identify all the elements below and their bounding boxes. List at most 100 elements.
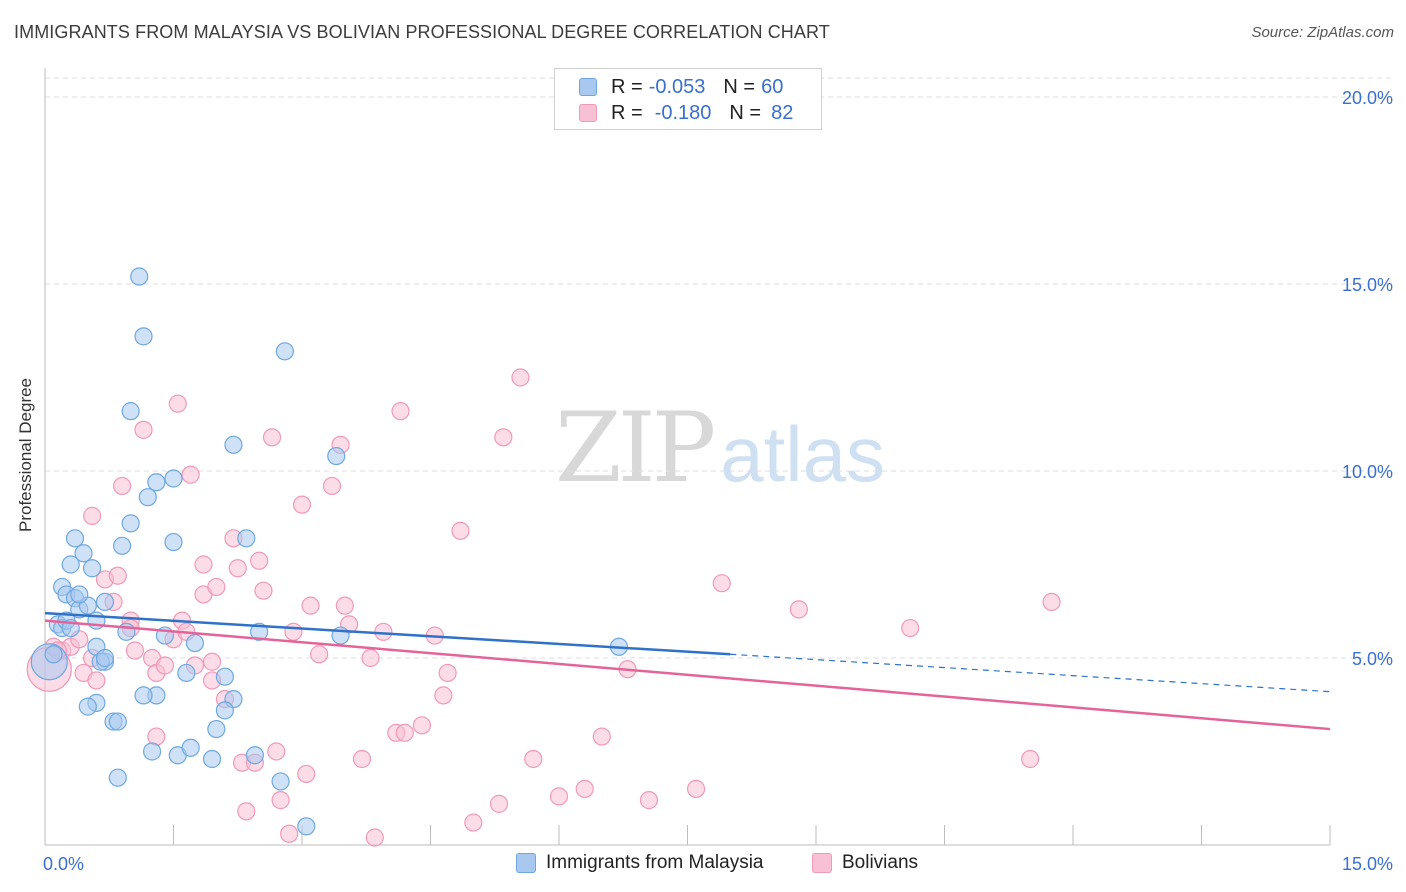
malaysia-point bbox=[250, 622, 269, 641]
bolivians-point bbox=[412, 716, 432, 735]
bolivians-point bbox=[194, 555, 213, 574]
bolivians-point bbox=[155, 656, 175, 675]
bolivians-point bbox=[789, 600, 808, 619]
bolivians-point bbox=[83, 506, 102, 525]
malaysia-point bbox=[78, 697, 97, 716]
bolivians-point bbox=[434, 686, 453, 705]
bolivians-point bbox=[125, 641, 145, 660]
bolivians-point bbox=[207, 577, 226, 597]
malaysia-point bbox=[271, 772, 290, 791]
bolivians-point bbox=[228, 559, 247, 578]
y-tick-label: 10.0% bbox=[1342, 462, 1393, 482]
legend-r-label: R = bbox=[611, 101, 643, 124]
bolivians-trend-line bbox=[44, 619, 1331, 731]
bolivians-point bbox=[202, 652, 222, 671]
bolivians-point bbox=[322, 476, 342, 496]
bolivians-point bbox=[639, 791, 659, 810]
malaysia-point bbox=[138, 488, 157, 507]
series-swatch-malaysia bbox=[516, 853, 536, 873]
malaysia-point bbox=[121, 402, 140, 421]
bolivians-point bbox=[250, 551, 269, 570]
series-legend-bolivians[interactable]: Bolivians bbox=[812, 852, 918, 874]
source-credit: Source: ZipAtlas.com bbox=[1251, 24, 1394, 41]
legend-n-label: N = bbox=[723, 75, 756, 98]
bolivians-point bbox=[549, 787, 569, 806]
bolivians-point bbox=[451, 521, 470, 540]
malaysia-point bbox=[215, 701, 234, 720]
bolivians-point bbox=[262, 428, 282, 447]
bolivians-point bbox=[271, 791, 290, 810]
malaysia-point bbox=[202, 749, 222, 769]
malaysia-point bbox=[108, 712, 127, 731]
malaysia-point bbox=[121, 514, 140, 533]
bolivians-point bbox=[181, 465, 200, 484]
malaysia-point bbox=[237, 529, 256, 548]
bolivians-point bbox=[87, 671, 106, 690]
bolivians-point bbox=[284, 622, 303, 641]
bolivians-point bbox=[254, 581, 273, 600]
bolivians-point bbox=[147, 727, 166, 746]
x-tick-label: 0.0% bbox=[43, 854, 84, 874]
legend-row-bolivians: R = -0.180 N = 82 bbox=[579, 101, 793, 125]
bolivians-point bbox=[1021, 749, 1040, 769]
bolivians-point bbox=[280, 824, 299, 843]
bolivians-point bbox=[1042, 592, 1061, 612]
bolivians-point bbox=[592, 727, 611, 746]
malaysia-point bbox=[245, 746, 264, 765]
legend-r-label: R = bbox=[611, 75, 643, 98]
chart-title: IMMIGRANTS FROM MALAYSIA VS BOLIVIAN PRO… bbox=[14, 22, 830, 42]
malaysia-point bbox=[44, 645, 63, 664]
legend-swatch-malaysia bbox=[579, 78, 597, 96]
bolivians-point bbox=[112, 476, 132, 496]
bolivians-point bbox=[237, 802, 256, 821]
bolivians-point bbox=[391, 402, 410, 421]
malaysia-point bbox=[95, 648, 115, 668]
x-tick-label: 15.0% bbox=[1342, 854, 1393, 874]
legend-r-value: -0.180 bbox=[654, 101, 712, 124]
malaysia-point bbox=[275, 342, 294, 361]
malaysia-point bbox=[177, 663, 196, 683]
malaysia-point bbox=[224, 435, 243, 454]
y-axis-label: Professional Degree bbox=[16, 377, 35, 533]
malaysia-point bbox=[181, 738, 200, 757]
series-legend-label: Bolivians bbox=[842, 852, 919, 873]
bolivians-point bbox=[292, 495, 312, 514]
malaysia-point bbox=[215, 667, 234, 686]
malaysia-point bbox=[70, 585, 89, 604]
bolivians-point bbox=[901, 618, 920, 638]
malaysia-point bbox=[164, 532, 183, 552]
series-legend: Immigrants from Malaysia Bolivians bbox=[0, 852, 1406, 878]
bolivians-point bbox=[365, 828, 384, 847]
bolivians-point bbox=[395, 723, 414, 742]
y-tick-label: 15.0% bbox=[1342, 275, 1393, 295]
malaysia-point bbox=[83, 559, 102, 578]
watermark-zip: ZIP bbox=[555, 392, 716, 504]
bolivians-point bbox=[464, 813, 483, 832]
bolivians-point bbox=[134, 420, 153, 439]
bolivians-point bbox=[712, 574, 731, 593]
bolivians-point bbox=[494, 428, 513, 447]
series-legend-label: Immigrants from Malaysia bbox=[546, 852, 764, 873]
y-tick-label: 20.0% bbox=[1342, 88, 1393, 108]
malaysia-point bbox=[327, 446, 346, 466]
malaysia-point bbox=[74, 544, 93, 563]
bolivians-point bbox=[297, 764, 316, 784]
malaysia-point bbox=[207, 719, 226, 739]
malaysia-point bbox=[147, 473, 166, 492]
bolivians-point bbox=[489, 794, 509, 813]
bolivians-point bbox=[310, 645, 329, 664]
malaysia-trend-line bbox=[44, 611, 731, 656]
malaysia-trend-extension bbox=[730, 653, 1331, 693]
bolivians-point bbox=[575, 779, 594, 799]
malaysia-point bbox=[134, 686, 153, 705]
legend-n-value: 60 bbox=[761, 75, 784, 98]
malaysia-point bbox=[65, 529, 85, 548]
malaysia-point bbox=[112, 536, 132, 555]
legend-row-malaysia: R = -0.053 N = 60 bbox=[579, 75, 783, 99]
bolivians-point bbox=[524, 749, 543, 769]
bolivians-point bbox=[352, 749, 372, 769]
malaysia-point bbox=[164, 469, 183, 488]
bolivians-point bbox=[108, 566, 127, 585]
series-legend-malaysia[interactable]: Immigrants from Malaysia bbox=[516, 852, 764, 874]
